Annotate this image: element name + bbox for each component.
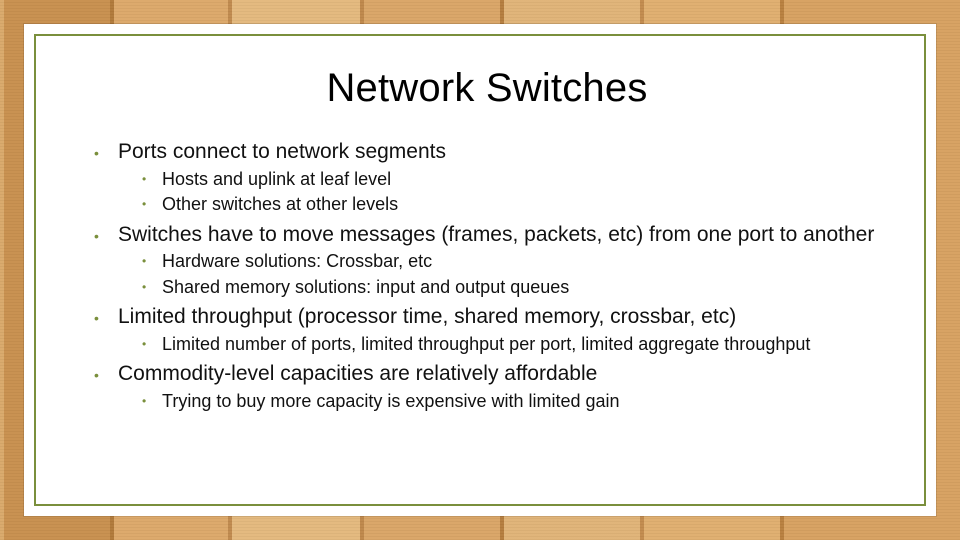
list-item-text: Ports connect to network segments xyxy=(118,140,446,163)
list-item-text: Limited number of ports, limited through… xyxy=(162,334,810,354)
bullet-icon: • xyxy=(94,311,99,325)
bullet-icon: • xyxy=(142,395,146,407)
list-item-text: Hosts and uplink at leaf level xyxy=(162,169,391,189)
bullet-icon: • xyxy=(142,255,146,267)
bullet-icon: • xyxy=(94,368,99,382)
list-item-text: Shared memory solutions: input and outpu… xyxy=(162,277,569,297)
list-item: • Shared memory solutions: input and out… xyxy=(142,276,880,299)
bullet-icon: • xyxy=(142,281,146,293)
list-item: • Hosts and uplink at leaf level xyxy=(142,168,880,191)
list-item: • Ports connect to network segments • Ho… xyxy=(94,139,880,216)
sub-bullet-list: • Hosts and uplink at leaf level • Other… xyxy=(118,168,880,216)
list-item: • Limited number of ports, limited throu… xyxy=(142,333,880,356)
slide-outer-frame: Network Switches • Ports connect to netw… xyxy=(24,24,936,516)
list-item: • Trying to buy more capacity is expensi… xyxy=(142,390,880,413)
bullet-icon: • xyxy=(142,198,146,210)
bullet-icon: • xyxy=(142,338,146,350)
list-item-text: Hardware solutions: Crossbar, etc xyxy=(162,251,432,271)
list-item-text: Limited throughput (processor time, shar… xyxy=(118,305,736,328)
list-item: • Hardware solutions: Crossbar, etc xyxy=(142,250,880,273)
list-item-text: Trying to buy more capacity is expensive… xyxy=(162,391,620,411)
bullet-icon: • xyxy=(94,146,99,160)
list-item: • Other switches at other levels xyxy=(142,193,880,216)
bullet-icon: • xyxy=(94,229,99,243)
list-item-text: Other switches at other levels xyxy=(162,194,398,214)
slide-background: Network Switches • Ports connect to netw… xyxy=(0,0,960,540)
sub-bullet-list: • Hardware solutions: Crossbar, etc • Sh… xyxy=(118,250,880,298)
slide-inner-frame: Network Switches • Ports connect to netw… xyxy=(34,34,926,506)
list-item: • Commodity-level capacities are relativ… xyxy=(94,361,880,412)
slide-title: Network Switches xyxy=(94,66,880,111)
list-item-text: Commodity-level capacities are relativel… xyxy=(118,362,597,385)
list-item: • Limited throughput (processor time, sh… xyxy=(94,304,880,355)
list-item: • Switches have to move messages (frames… xyxy=(94,222,880,299)
list-item-text: Switches have to move messages (frames, … xyxy=(118,223,874,246)
sub-bullet-list: • Limited number of ports, limited throu… xyxy=(118,333,880,356)
bullet-icon: • xyxy=(142,173,146,185)
bullet-list: • Ports connect to network segments • Ho… xyxy=(94,139,880,412)
sub-bullet-list: • Trying to buy more capacity is expensi… xyxy=(118,390,880,413)
